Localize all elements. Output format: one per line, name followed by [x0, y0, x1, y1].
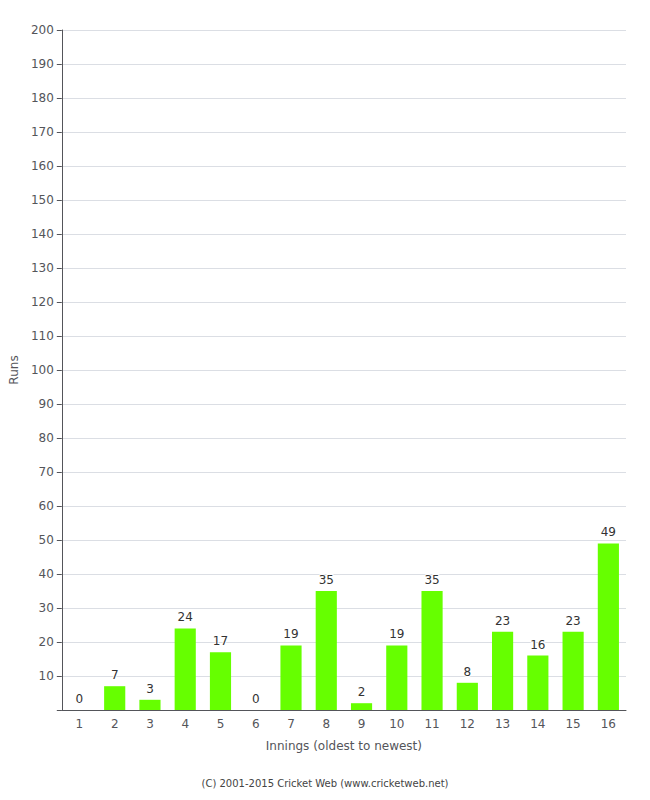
svg-text:15: 15 [565, 717, 580, 731]
svg-text:35: 35 [319, 573, 334, 587]
svg-text:4: 4 [181, 717, 189, 731]
svg-text:60: 60 [39, 499, 54, 513]
svg-text:30: 30 [39, 601, 54, 615]
svg-text:9: 9 [358, 717, 366, 731]
svg-text:10: 10 [389, 717, 404, 731]
svg-text:23: 23 [565, 614, 580, 628]
svg-text:1: 1 [76, 717, 84, 731]
svg-text:23: 23 [495, 614, 510, 628]
svg-text:70: 70 [39, 465, 54, 479]
svg-text:150: 150 [31, 193, 54, 207]
svg-text:Runs: Runs [7, 355, 21, 384]
svg-text:3: 3 [146, 682, 154, 696]
svg-text:8: 8 [463, 665, 471, 679]
svg-text:50: 50 [39, 533, 54, 547]
svg-text:0: 0 [252, 692, 260, 706]
svg-text:16: 16 [601, 717, 616, 731]
svg-text:120: 120 [31, 295, 54, 309]
svg-text:80: 80 [39, 431, 54, 445]
svg-text:35: 35 [424, 573, 439, 587]
svg-text:170: 170 [31, 125, 54, 139]
svg-text:24: 24 [178, 610, 193, 624]
svg-text:100: 100 [31, 363, 54, 377]
svg-text:10: 10 [39, 669, 54, 683]
svg-text:13: 13 [495, 717, 510, 731]
svg-text:90: 90 [39, 397, 54, 411]
svg-text:Innings (oldest to newest): Innings (oldest to newest) [266, 739, 422, 753]
svg-text:19: 19 [283, 627, 298, 641]
svg-text:6: 6 [252, 717, 260, 731]
svg-text:2: 2 [111, 717, 119, 731]
svg-text:160: 160 [31, 159, 54, 173]
svg-text:190: 190 [31, 57, 54, 71]
svg-text:3: 3 [146, 717, 154, 731]
svg-text:0: 0 [76, 692, 84, 706]
svg-text:5: 5 [217, 717, 225, 731]
svg-text:140: 140 [31, 227, 54, 241]
svg-text:130: 130 [31, 261, 54, 275]
svg-text:49: 49 [601, 525, 616, 539]
svg-text:14: 14 [530, 717, 545, 731]
svg-text:12: 12 [460, 717, 475, 731]
svg-text:20: 20 [39, 635, 54, 649]
svg-text:7: 7 [287, 717, 295, 731]
svg-text:16: 16 [530, 638, 545, 652]
svg-text:7: 7 [111, 668, 119, 682]
svg-text:(C) 2001-2015 Cricket Web (www: (C) 2001-2015 Cricket Web (www.cricketwe… [202, 778, 449, 789]
svg-text:8: 8 [322, 717, 330, 731]
svg-text:17: 17 [213, 634, 228, 648]
svg-text:2: 2 [358, 685, 366, 699]
svg-text:110: 110 [31, 329, 54, 343]
svg-text:180: 180 [31, 91, 54, 105]
svg-text:11: 11 [424, 717, 439, 731]
svg-text:19: 19 [389, 627, 404, 641]
svg-text:40: 40 [39, 567, 54, 581]
svg-text:200: 200 [31, 23, 54, 37]
